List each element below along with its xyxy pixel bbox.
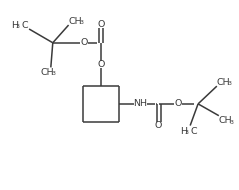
Text: CH: CH (217, 78, 230, 87)
Text: 3: 3 (16, 24, 20, 29)
Text: O: O (98, 20, 105, 28)
Text: NH: NH (133, 99, 147, 108)
Text: O: O (98, 60, 105, 69)
Text: CH: CH (219, 116, 233, 125)
Text: CH: CH (69, 17, 82, 26)
Text: O: O (81, 38, 88, 47)
Text: C: C (190, 127, 197, 136)
Text: 3: 3 (52, 71, 56, 76)
Text: H: H (11, 21, 18, 29)
Text: O: O (175, 99, 182, 108)
Text: C: C (21, 21, 28, 29)
Text: 3: 3 (230, 120, 234, 125)
Text: 3: 3 (80, 20, 83, 25)
Text: 3: 3 (228, 81, 232, 86)
Text: H: H (180, 127, 187, 136)
Text: 3: 3 (184, 131, 188, 135)
Text: O: O (155, 121, 162, 130)
Text: CH: CH (41, 68, 54, 77)
